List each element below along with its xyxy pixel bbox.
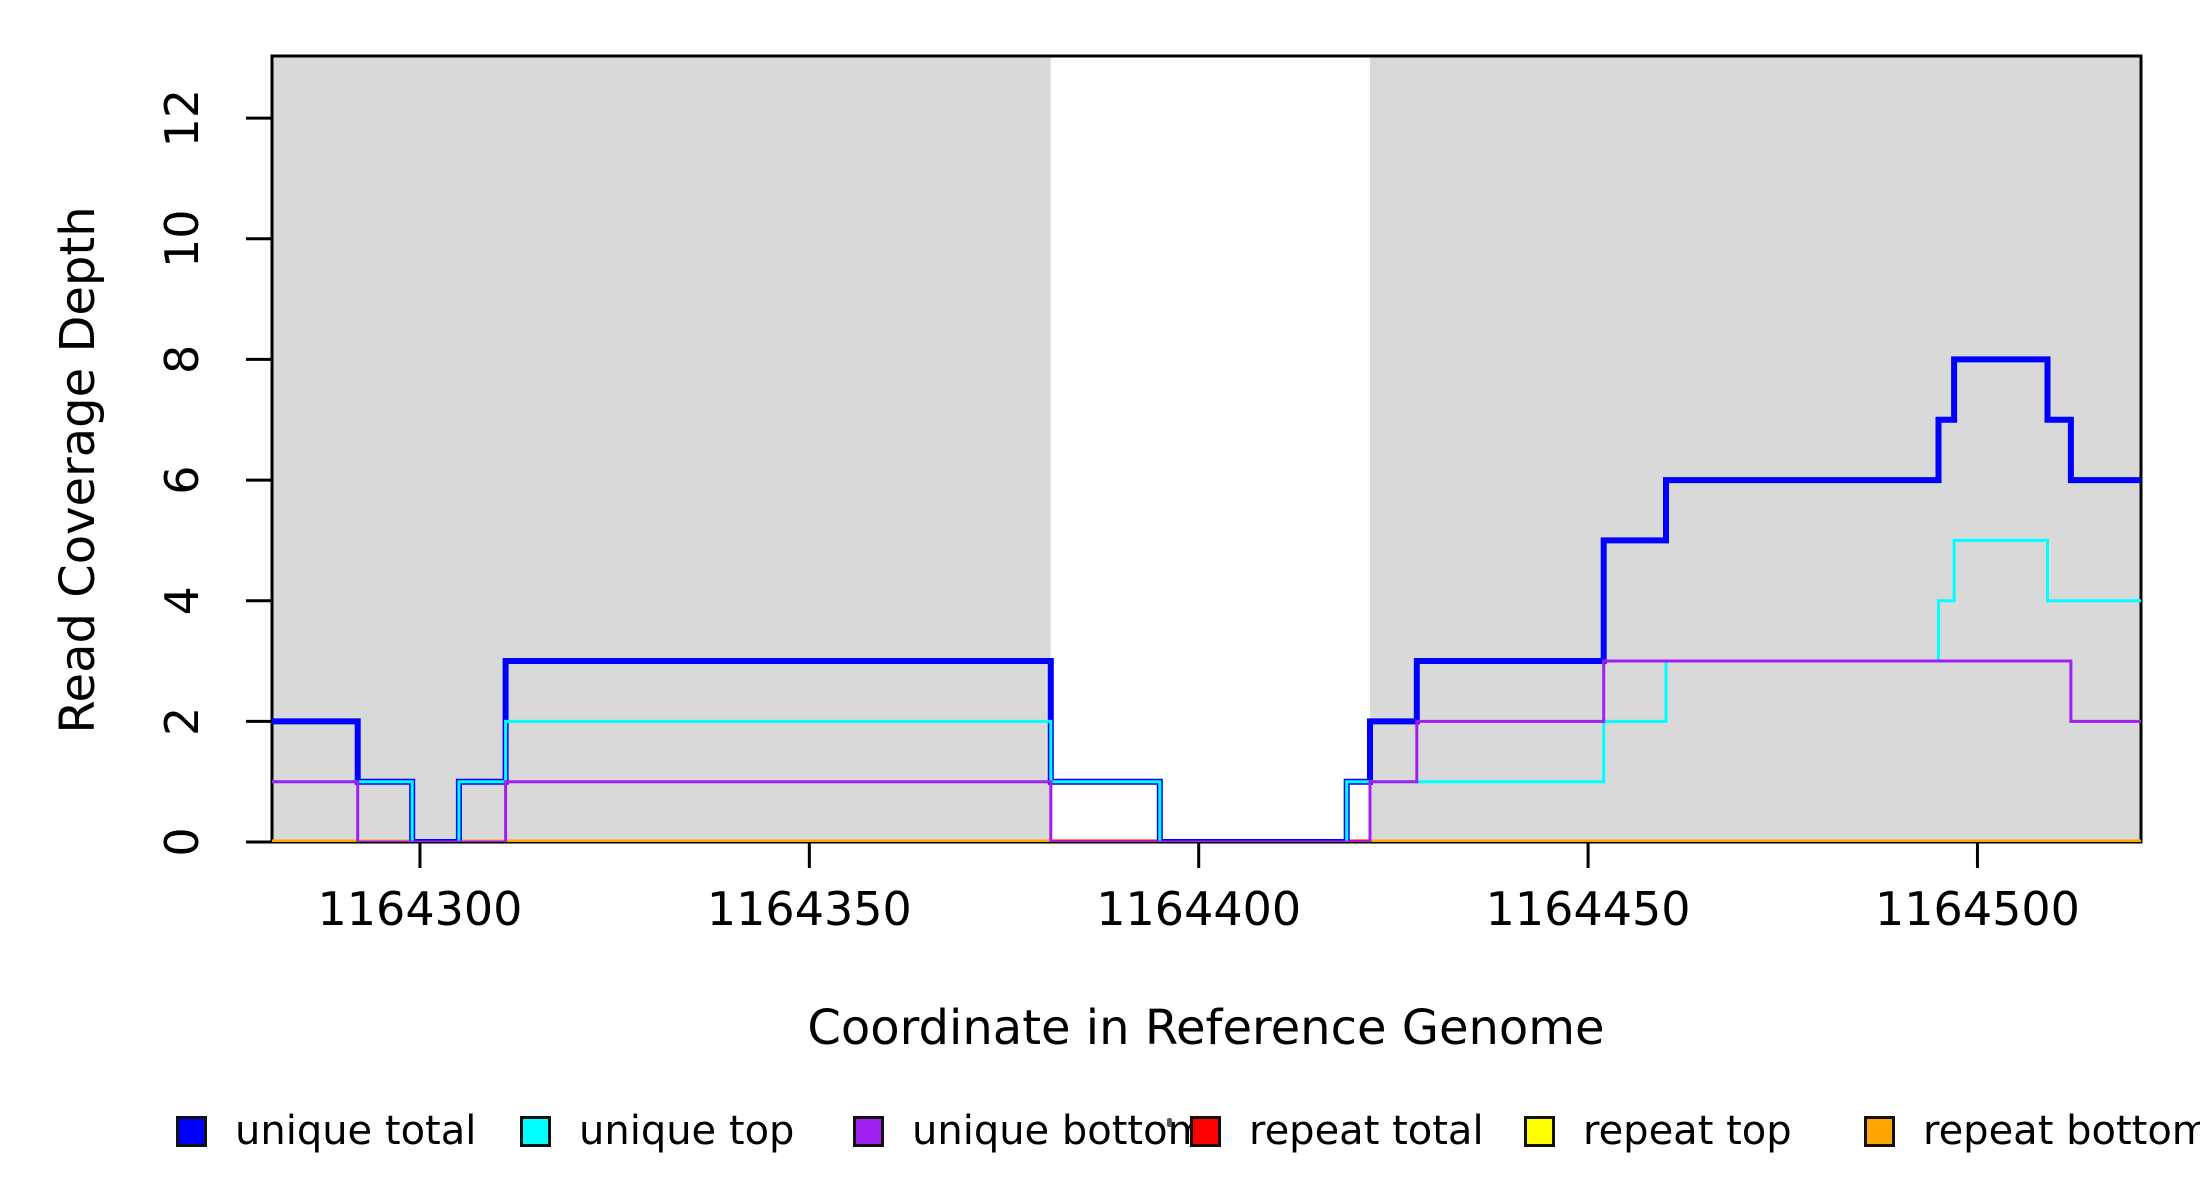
y-tick-label: 6 [155,465,209,494]
legend-label: unique top [579,1108,795,1154]
x-tick-label: 1164400 [1096,882,1301,936]
y-tick-label: 12 [155,89,209,148]
legend-swatch-repeat-top [1524,1115,1555,1147]
x-tick-label: 1164350 [707,882,912,936]
legend-label: repeat total [1249,1108,1484,1154]
series-unique-bottom [272,659,2141,842]
legend-item-repeat-top: repeat top [1524,1108,1792,1154]
stray-mark [1167,1118,1172,1127]
series-group [272,356,2141,842]
legend-swatch-unique-total [176,1115,207,1147]
legend-swatch-repeat-total [1190,1115,1221,1147]
x-tick-label: 1164300 [318,882,523,936]
legend-label: repeat bottom [1923,1108,2200,1154]
y-axis-title: Read Coverage Depth [50,206,106,734]
legend-swatch-repeat-bottom [1864,1115,1895,1147]
legend-item-repeat-total: repeat total [1190,1108,1484,1154]
x-tick-label: 1164450 [1486,882,1691,936]
legend-label: unique total [235,1108,477,1154]
legend-label: repeat top [1583,1108,1792,1154]
y-tick-label: 10 [155,210,209,269]
x-axis-title: Coordinate in Reference Genome [807,1000,1605,1056]
repeat-region-left-shading [272,56,1051,842]
repeat-region-right-shading [1370,56,2141,842]
y-tick-label: 4 [155,586,209,615]
legend-swatch-unique-top [520,1115,551,1147]
x-tick-label: 1164500 [1875,882,2080,936]
legend-item-unique-total: unique total [176,1108,476,1154]
y-tick-label: 0 [155,827,209,856]
legend-swatch-unique-bottom [853,1115,884,1147]
legend-item-unique-bottom: unique bottom [853,1108,1207,1154]
legend-item-repeat-bottom: repeat bottom [1864,1108,2200,1154]
legend-item-unique-top: unique top [520,1108,794,1154]
legend-label: unique bottom [912,1108,1207,1154]
series-unique-top [272,538,2141,842]
y-tick-label: 2 [155,707,209,736]
y-tick-label: 8 [155,345,209,374]
